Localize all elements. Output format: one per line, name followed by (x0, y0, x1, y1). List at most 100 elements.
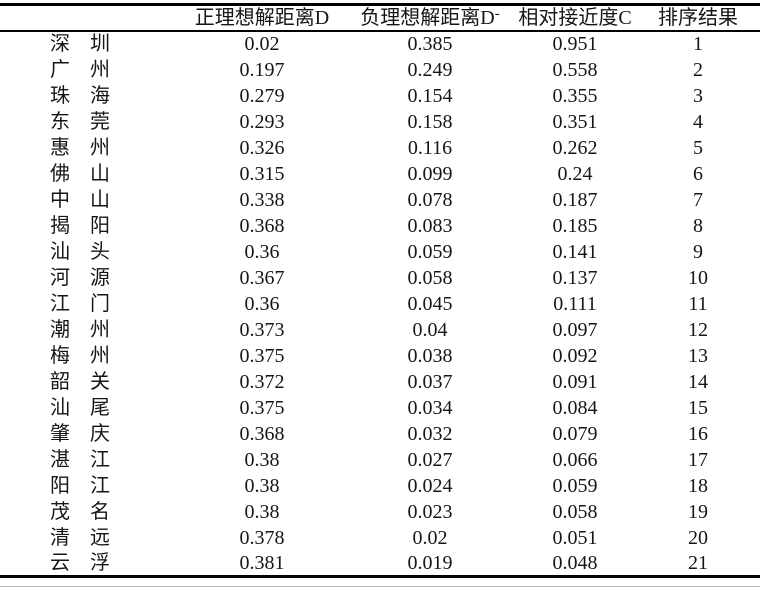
positive-ideal-distance-cell: 0.326 (239, 136, 285, 159)
negative-ideal-distance-cell: 0.038 (407, 344, 453, 367)
negative-ideal-distance-cell: 0.083 (407, 214, 453, 237)
header-relative-closeness: 相对接近度C (518, 6, 632, 29)
positive-ideal-distance-cell: 0.373 (239, 318, 285, 341)
table-row: 广 州 0.197 0.249 0.558 2 (0, 57, 760, 83)
positive-ideal-distance-cell: 0.36 (244, 292, 280, 315)
positive-ideal-distance-cell: 0.279 (239, 84, 285, 107)
relative-closeness-cell: 0.187 (552, 188, 598, 211)
city-name-cell: 惠 州 (50, 136, 110, 159)
positive-ideal-distance-cell: 0.338 (239, 188, 285, 211)
table-row: 东 莞 0.293 0.158 0.351 4 (0, 109, 760, 135)
city-name-cell: 珠 海 (50, 84, 110, 107)
relative-closeness-cell: 0.059 (552, 474, 598, 497)
negative-ideal-distance-cell: 0.027 (407, 448, 453, 471)
relative-closeness-cell: 0.048 (552, 551, 598, 574)
table-row: 揭 阳 0.368 0.083 0.185 8 (0, 213, 760, 239)
scan-artifact-rule (0, 586, 760, 587)
negative-ideal-distance-cell: 0.032 (407, 422, 453, 445)
table-row: 潮 州 0.373 0.04 0.097 12 (0, 317, 760, 343)
positive-ideal-distance-cell: 0.375 (239, 396, 285, 419)
city-name-cell: 云 浮 (50, 551, 110, 574)
header-row: 正理想解距离D 负理想解距离D- 相对接近度C 排序结果 (0, 5, 760, 31)
negative-ideal-distance-cell: 0.02 (412, 526, 448, 549)
relative-closeness-cell: 0.084 (552, 396, 598, 419)
header-rank-result: 排序结果 (658, 6, 738, 29)
rank-cell: 3 (693, 84, 703, 107)
header-negative-ideal-distance-label: 负理想解距离D (360, 6, 495, 29)
positive-ideal-distance-cell: 0.378 (239, 526, 285, 549)
table-row: 江 门 0.36 0.045 0.111 11 (0, 291, 760, 317)
table-row: 肇 庆 0.368 0.032 0.079 16 (0, 421, 760, 447)
table-row: 茂 名 0.38 0.023 0.058 19 (0, 499, 760, 525)
negative-ideal-distance-cell: 0.04 (412, 318, 448, 341)
rank-cell: 11 (688, 292, 708, 315)
city-name-cell: 东 莞 (50, 110, 110, 133)
header-negative-ideal-distance-superscript: - (494, 5, 500, 22)
table-row: 中 山 0.338 0.078 0.187 7 (0, 187, 760, 213)
rank-cell: 16 (688, 422, 708, 445)
table-row: 佛 山 0.315 0.099 0.24 6 (0, 161, 760, 187)
table-row: 清 远 0.378 0.02 0.051 20 (0, 525, 760, 551)
negative-ideal-distance-cell: 0.045 (407, 292, 453, 315)
negative-ideal-distance-cell: 0.249 (407, 58, 453, 81)
positive-ideal-distance-cell: 0.197 (239, 58, 285, 81)
city-name-cell: 韶 关 (50, 370, 110, 393)
rank-cell: 1 (693, 33, 703, 55)
positive-ideal-distance-cell: 0.368 (239, 422, 285, 445)
table-row: 韶 关 0.372 0.037 0.091 14 (0, 369, 760, 395)
city-name-cell: 中 山 (50, 188, 110, 211)
city-name-cell: 肇 庆 (50, 422, 110, 445)
negative-ideal-distance-cell: 0.024 (407, 474, 453, 497)
relative-closeness-cell: 0.097 (552, 318, 598, 341)
city-name-cell: 阳 江 (50, 474, 110, 497)
city-name-cell: 潮 州 (50, 318, 110, 341)
positive-ideal-distance-cell: 0.381 (239, 551, 285, 574)
relative-closeness-cell: 0.262 (552, 136, 598, 159)
city-name-cell: 佛 山 (50, 162, 110, 185)
relative-closeness-cell: 0.111 (553, 292, 597, 315)
relative-closeness-cell: 0.058 (552, 500, 598, 523)
rank-cell: 6 (693, 162, 703, 185)
negative-ideal-distance-cell: 0.037 (407, 370, 453, 393)
positive-ideal-distance-cell: 0.375 (239, 344, 285, 367)
table-row: 珠 海 0.279 0.154 0.355 3 (0, 83, 760, 109)
table-row: 湛 江 0.38 0.027 0.066 17 (0, 447, 760, 473)
city-name-cell: 清 远 (50, 526, 110, 549)
relative-closeness-cell: 0.051 (552, 526, 598, 549)
negative-ideal-distance-cell: 0.385 (407, 33, 453, 55)
positive-ideal-distance-cell: 0.38 (244, 474, 280, 497)
rank-cell: 8 (693, 214, 703, 237)
rank-cell: 10 (688, 266, 708, 289)
rank-cell: 21 (688, 551, 708, 574)
positive-ideal-distance-cell: 0.367 (239, 266, 285, 289)
negative-ideal-distance-cell: 0.023 (407, 500, 453, 523)
city-name-cell: 茂 名 (50, 500, 110, 523)
table-row: 惠 州 0.326 0.116 0.262 5 (0, 135, 760, 161)
topsis-ranking-table: 正理想解距离D 负理想解距离D- 相对接近度C 排序结果 深 圳 0.02 0.… (0, 3, 760, 578)
positive-ideal-distance-cell: 0.372 (239, 370, 285, 393)
rank-cell: 20 (688, 526, 708, 549)
rank-cell: 5 (693, 136, 703, 159)
negative-ideal-distance-cell: 0.116 (407, 136, 453, 159)
table-row: 云 浮 0.381 0.019 0.048 21 (0, 551, 760, 577)
relative-closeness-cell: 0.092 (552, 344, 598, 367)
table-body: 深 圳 0.02 0.385 0.951 1 广 州 0.197 0.249 0… (0, 31, 760, 577)
negative-ideal-distance-cell: 0.154 (407, 84, 453, 107)
rank-cell: 9 (693, 240, 703, 263)
positive-ideal-distance-cell: 0.315 (239, 162, 285, 185)
city-name-cell: 汕 头 (50, 240, 110, 263)
relative-closeness-cell: 0.24 (557, 162, 593, 185)
rank-cell: 13 (688, 344, 708, 367)
relative-closeness-cell: 0.066 (552, 448, 598, 471)
header-city-blank (0, 5, 178, 31)
relative-closeness-cell: 0.355 (552, 84, 598, 107)
table-header: 正理想解距离D 负理想解距离D- 相对接近度C 排序结果 (0, 5, 760, 31)
negative-ideal-distance-cell: 0.058 (407, 266, 453, 289)
rank-cell: 2 (693, 58, 703, 81)
relative-closeness-cell: 0.951 (552, 33, 598, 55)
negative-ideal-distance-cell: 0.078 (407, 188, 453, 211)
positive-ideal-distance-cell: 0.38 (244, 500, 280, 523)
negative-ideal-distance-cell: 0.099 (407, 162, 453, 185)
negative-ideal-distance-cell: 0.034 (407, 396, 453, 419)
